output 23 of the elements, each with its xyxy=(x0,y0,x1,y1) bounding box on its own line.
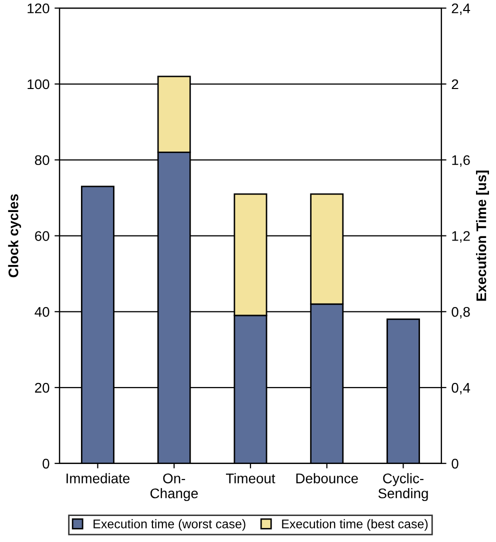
y-axis-title: Clock cycles xyxy=(8,194,22,278)
x-tick-label: Timeout xyxy=(226,473,276,484)
y-tick-label: 80 xyxy=(34,155,50,166)
y2-tick-label: 0,4 xyxy=(452,382,470,394)
y-tick-label: 60 xyxy=(35,231,50,241)
legend-label: Execution time (best case) xyxy=(282,519,428,531)
y2-tick-label: 0,8 xyxy=(452,306,470,318)
x-tick-label: Immediate xyxy=(66,473,130,484)
y2-tick-label: 1,6 xyxy=(452,155,470,167)
y-tick-label: 120 xyxy=(28,3,50,14)
x-tick-label: On- Change xyxy=(150,474,198,502)
legend-label: Execution time (worst case) xyxy=(94,519,246,531)
x-tick-label: Cyclic- Sending xyxy=(378,473,428,502)
y2-axis-title: Execution Time [us] xyxy=(476,170,489,301)
y2-tick-label: 2,4 xyxy=(452,3,470,15)
y2-tick-label: 1,2 xyxy=(452,231,470,243)
y-tick-label: 40 xyxy=(34,306,50,317)
y2-tick-label: 2 xyxy=(452,79,458,90)
y2-tick-label: 0 xyxy=(452,458,458,469)
y-tick-label: 0 xyxy=(42,458,50,469)
x-tick-label: Debounce xyxy=(296,473,358,484)
y-tick-label: 100 xyxy=(28,79,50,90)
y-tick-label: 20 xyxy=(35,382,50,393)
